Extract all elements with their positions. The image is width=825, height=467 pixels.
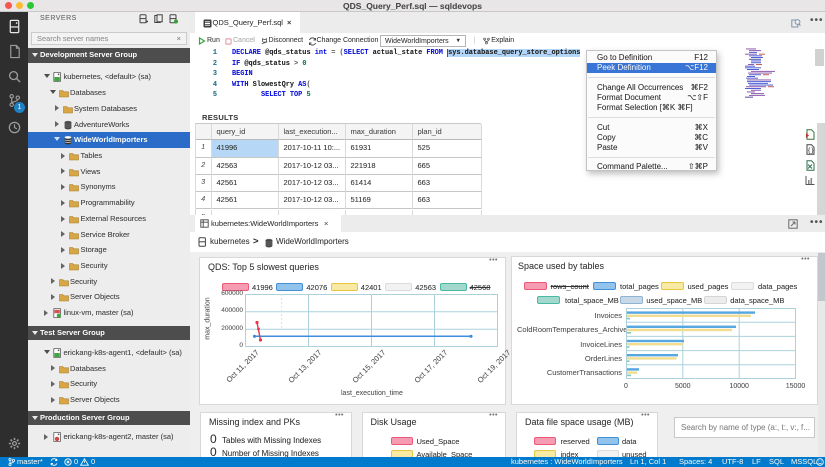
svg-text:{}: {} — [807, 148, 814, 155]
